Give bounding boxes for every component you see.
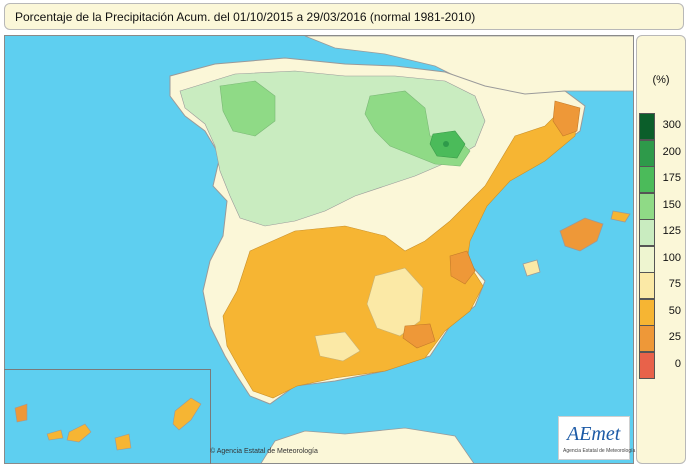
legend-label-50: 50 [668,304,681,317]
region-50 [222,110,578,399]
africa-land [260,427,475,463]
map-title: Porcentaje de la Precipitación Acum. del… [15,10,476,24]
map-panel [4,35,634,464]
legend-swatch-25 [639,325,655,352]
canary-island-1 [14,403,28,423]
legend-label-100: 100 [662,251,681,264]
legend-swatch-200 [639,139,655,167]
legend-label-150: 150 [662,198,681,211]
mallorca [559,217,604,252]
legend-swatch-175 [639,166,655,193]
aemet-logo: AEmet Agencia Estatal de Meteorología [558,416,635,460]
legend-swatch-150 [639,192,655,220]
legend-panel: (%) 300 200 175 150 125 100 75 50 25 0 [636,35,686,464]
region-25-east [449,250,476,285]
legend-swatch-125 [639,219,655,246]
region-200 [443,141,449,147]
legend-label-300: 300 [662,119,681,131]
canary-island-5 [172,397,202,431]
title-panel: Porcentaje de la Precipitación Acum. del… [4,3,684,30]
legend-swatch-75 [639,272,655,299]
region-25-se [402,323,436,349]
canary-island-2 [46,429,64,441]
legend-label-0: 0 [674,357,681,370]
legend-label-200: 200 [662,145,681,158]
legend-unit: (%) [652,74,670,86]
logo-wordmark: AEmet [567,423,621,445]
region-75-south [314,331,361,362]
inset-divider-vertical [210,369,211,464]
legend-label-25: 25 [668,331,681,343]
legend-label-75: 75 [668,278,681,290]
menorca [610,210,631,223]
precipitation-map [5,36,633,463]
legend-swatch-100 [639,245,655,273]
region-150-nw [219,80,276,137]
legend-label-125: 125 [662,225,681,237]
legend-label-175: 175 [662,172,681,184]
canary-island-3 [66,423,92,443]
ibiza [522,259,541,277]
legend-swatch-300 [639,113,655,140]
legend-swatch-50 [639,298,655,326]
copyright-credit: © Agencia Estatal de Meteorología [210,448,318,455]
canary-island-4 [114,433,132,451]
region-25-ne [552,100,581,137]
inset-divider-horizontal [4,369,210,370]
legend-swatch-0 [639,351,655,379]
logo-subtitle: Agencia Estatal de Meteorología [563,448,636,454]
